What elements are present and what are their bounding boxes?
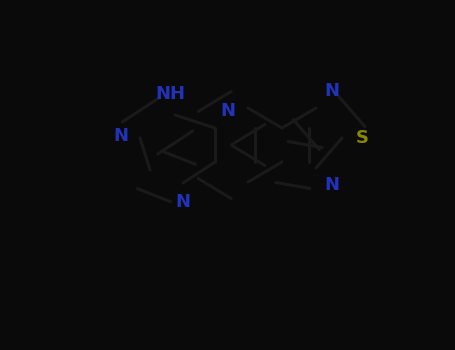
Text: NH: NH (155, 85, 185, 103)
Text: N: N (176, 193, 191, 211)
Text: N: N (324, 176, 339, 194)
Text: N: N (113, 127, 128, 145)
Text: N: N (324, 82, 339, 100)
Text: S: S (356, 129, 369, 147)
Text: N: N (220, 102, 235, 120)
